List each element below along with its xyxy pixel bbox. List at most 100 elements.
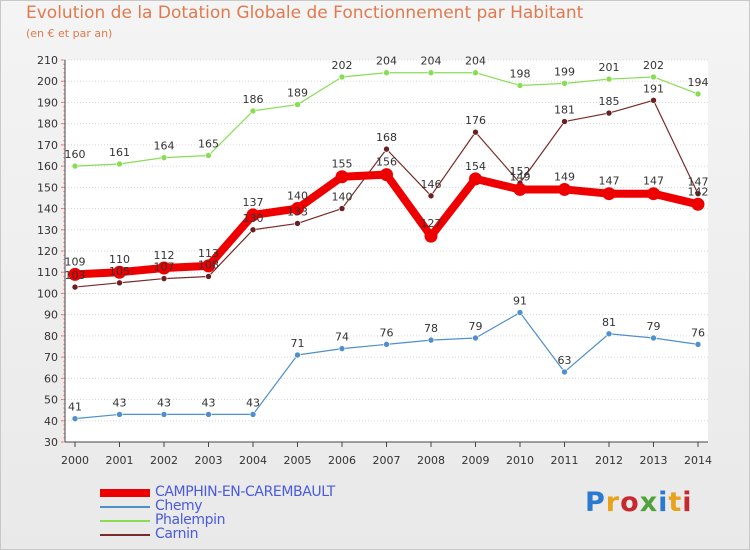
y-tick-label: 140 (37, 203, 58, 216)
data-label-phalempin: 204 (421, 55, 442, 68)
data-label-phalempin: 204 (376, 55, 397, 68)
data-label-phalempin: 186 (243, 93, 264, 106)
legend-swatch (100, 534, 150, 536)
data-point-phalempin (427, 69, 435, 77)
y-tick-label: 180 (37, 118, 58, 131)
data-label-carnin: 108 (198, 258, 219, 271)
data-label-camphin-en-carembault: 140 (287, 190, 308, 203)
data-label-chemy: 79 (469, 320, 483, 333)
data-point-phalempin (650, 73, 657, 81)
data-point-camphin-en-carembault (113, 265, 126, 279)
data-label-camphin-en-carembault: 137 (243, 196, 264, 209)
data-point-camphin-en-carembault (202, 259, 215, 273)
chart-subtitle: (en € et par an) (26, 27, 113, 40)
data-label-camphin-en-carembault: 156 (376, 156, 397, 169)
data-point-carnin (561, 118, 568, 125)
data-point-carnin (650, 97, 657, 104)
data-label-chemy: 43 (113, 396, 127, 409)
data-label-carnin: 152 (510, 165, 531, 178)
data-label-carnin: 146 (421, 178, 442, 191)
y-tick-label: 50 (44, 394, 58, 407)
x-tick-label: 2002 (150, 454, 178, 467)
data-point-chemy (294, 351, 301, 359)
data-label-phalempin: 204 (465, 55, 486, 68)
legend-item-chemy: Chemy (100, 498, 420, 514)
legend-label: Phalempin (155, 512, 226, 528)
data-point-chemy (694, 341, 702, 348)
y-tick-label: 210 (37, 54, 58, 67)
data-label-chemy: 63 (558, 354, 572, 367)
data-label-camphin-en-carembault: 147 (643, 175, 664, 188)
data-label-carnin: 181 (554, 104, 575, 117)
data-point-camphin-en-carembault (691, 197, 705, 211)
y-tick-label: 190 (37, 96, 58, 109)
data-point-chemy (605, 330, 613, 338)
x-tick-label: 2013 (640, 454, 668, 467)
data-label-chemy: 76 (380, 326, 394, 339)
data-point-chemy (472, 334, 479, 342)
data-label-camphin-en-carembault: 154 (465, 160, 486, 173)
y-tick-label: 200 (37, 75, 58, 88)
data-label-camphin-en-carembault: 109 (65, 255, 86, 268)
data-point-camphin-en-carembault (291, 202, 304, 216)
data-label-chemy: 91 (513, 295, 527, 308)
data-point-phalempin (605, 75, 613, 83)
data-label-carnin: 185 (599, 95, 620, 108)
x-tick-label: 2012 (595, 454, 623, 467)
y-tick-label: 120 (37, 245, 58, 258)
logo-letter: r (605, 487, 621, 518)
data-point-phalempin (338, 73, 346, 81)
data-label-phalempin: 189 (287, 87, 308, 100)
data-point-carnin (383, 145, 390, 153)
data-label-phalempin: 165 (198, 138, 219, 151)
data-point-chemy (249, 411, 257, 418)
legend-item-phalempin: Phalempin (100, 512, 420, 528)
data-point-carnin (71, 283, 79, 291)
logo-letter: i (658, 487, 669, 518)
legend-item-carnin: Carnin (100, 526, 420, 542)
data-point-phalempin (694, 90, 702, 98)
data-label-phalempin: 202 (643, 59, 664, 72)
data-point-carnin (249, 226, 257, 234)
data-label-carnin: 168 (376, 131, 397, 144)
data-label-chemy: 79 (647, 320, 661, 333)
data-label-carnin: 191 (643, 82, 664, 95)
data-label-phalempin: 194 (688, 76, 709, 89)
data-label-phalempin: 161 (109, 146, 130, 159)
data-label-camphin-en-carembault: 127 (421, 217, 442, 230)
data-point-camphin-en-carembault (246, 208, 260, 222)
data-point-chemy (116, 411, 123, 418)
data-point-chemy (427, 336, 435, 344)
data-point-chemy (338, 345, 346, 352)
legend-swatch (100, 489, 150, 497)
data-point-carnin (205, 273, 212, 280)
data-point-phalempin (561, 80, 568, 87)
data-point-chemy (71, 415, 79, 422)
y-tick-label: 30 (44, 436, 58, 449)
data-point-camphin-en-carembault (513, 182, 527, 196)
data-label-camphin-en-carembault: 155 (332, 158, 353, 171)
data-label-chemy: 43 (202, 396, 216, 409)
data-label-carnin: 140 (332, 191, 353, 204)
data-point-phalempin (205, 152, 212, 159)
data-point-phalempin (383, 69, 390, 77)
data-label-phalempin: 160 (65, 148, 86, 161)
y-tick-label: 160 (37, 160, 58, 173)
data-point-camphin-en-carembault (335, 170, 349, 184)
data-label-phalempin: 199 (554, 65, 575, 78)
data-label-carnin: 105 (109, 265, 130, 278)
data-point-camphin-en-carembault (68, 267, 82, 281)
y-tick-label: 150 (37, 181, 58, 194)
x-tick-label: 2005 (284, 454, 312, 467)
logo-letter: i (682, 487, 693, 518)
y-tick-label: 170 (37, 139, 58, 152)
data-label-carnin: 107 (154, 261, 175, 274)
y-tick-label: 100 (37, 287, 58, 300)
data-point-carnin (605, 109, 613, 117)
data-point-phalempin (472, 69, 479, 77)
data-point-chemy (383, 341, 390, 348)
data-point-camphin-en-carembault (602, 187, 616, 201)
data-point-camphin-en-carembault (157, 261, 171, 275)
y-tick-label: 90 (44, 309, 58, 322)
data-label-chemy: 43 (157, 396, 171, 409)
